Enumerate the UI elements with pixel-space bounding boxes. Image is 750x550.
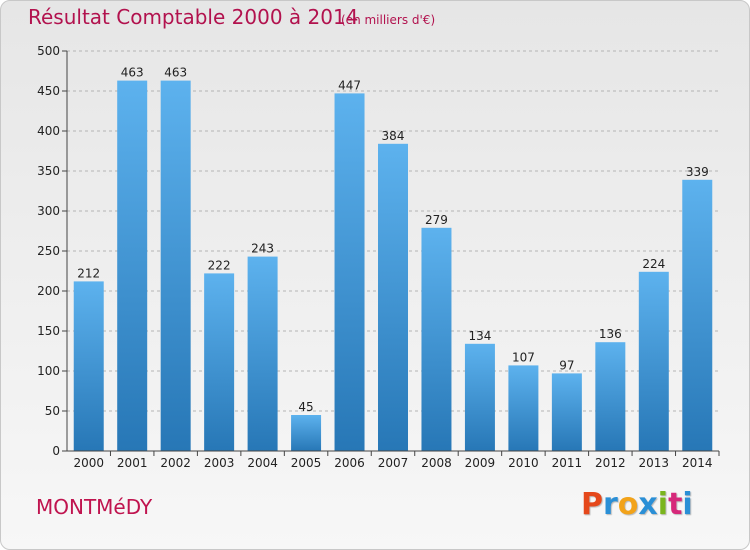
x-tick-label: 2006 <box>334 456 365 470</box>
value-label: 224 <box>642 257 665 271</box>
x-tick-label: 2012 <box>595 456 626 470</box>
y-tick-label: 0 <box>52 444 60 458</box>
x-tick-label: 2000 <box>73 456 104 470</box>
chart-title: Résultat Comptable 2000 à 2014 <box>28 5 359 29</box>
x-tick-label: 2007 <box>378 456 409 470</box>
y-tick-label: 100 <box>37 364 60 378</box>
value-label: 107 <box>512 350 535 364</box>
bar-2002 <box>160 80 191 451</box>
bar-2003 <box>204 273 235 451</box>
bar-2013 <box>638 271 669 451</box>
value-label: 222 <box>208 258 231 272</box>
x-tick-label: 2013 <box>639 456 670 470</box>
value-label: 212 <box>77 266 100 280</box>
x-tick-label: 2001 <box>117 456 148 470</box>
y-tick-label: 50 <box>45 404 60 418</box>
value-label: 447 <box>338 78 361 92</box>
logo-letter: o <box>617 487 639 522</box>
bar-2010 <box>508 365 539 451</box>
bar-2008 <box>421 227 452 451</box>
value-label: 339 <box>686 165 709 179</box>
value-label: 463 <box>164 66 187 80</box>
bar-2005 <box>291 415 322 451</box>
bar-2014 <box>682 179 713 452</box>
x-tick-label: 2003 <box>204 456 235 470</box>
x-tick-label: 2002 <box>160 456 191 470</box>
logo-letter: x <box>638 487 658 522</box>
axes: 0 50 100 150 200 250 300 350 400 450 500 2000 2001 20… <box>37 44 720 470</box>
value-label: 134 <box>468 329 491 343</box>
x-tick-label: 2005 <box>291 456 322 470</box>
value-label: 97 <box>559 358 574 372</box>
logo-letter: P <box>581 487 603 522</box>
value-label: 136 <box>599 327 622 341</box>
value-labels: 212 463 463 222 243 45 447 384 279 134 107 97 136 224… <box>77 66 708 414</box>
y-tick-label: 450 <box>37 84 60 98</box>
y-tick-label: 400 <box>37 124 60 138</box>
value-label: 384 <box>382 129 405 143</box>
x-tick-label: 2008 <box>421 456 452 470</box>
chart-subtitle: (en milliers d'€) <box>341 13 436 27</box>
x-tick-label: 2011 <box>552 456 583 470</box>
logo-letter: i <box>657 487 669 522</box>
bar-2007 <box>378 143 408 452</box>
bar-2004 <box>247 256 278 451</box>
bar-2009 <box>464 343 495 451</box>
logo-letter: r <box>603 487 618 522</box>
y-tick-label: 300 <box>37 204 60 218</box>
town-name: MONTMéDY <box>36 495 153 519</box>
logo-letter: t <box>668 487 683 522</box>
logo-letter: i <box>682 487 693 522</box>
y-tick-label: 200 <box>37 284 60 298</box>
bar-2012 <box>595 342 626 451</box>
x-tick-label: 2009 <box>465 456 496 470</box>
value-label: 463 <box>121 66 144 80</box>
bar-2011 <box>551 373 582 451</box>
bar-2006 <box>334 93 365 452</box>
y-tick-label: 250 <box>37 244 60 258</box>
x-tick-label: 2004 <box>247 456 278 470</box>
value-label: 279 <box>425 213 448 227</box>
proxiti-logo: Proxiti <box>581 487 693 522</box>
x-tick-label: 2014 <box>682 456 713 470</box>
bar-2001 <box>117 80 148 451</box>
y-tick-label: 500 <box>37 44 60 58</box>
value-label: 243 <box>251 242 274 256</box>
y-tick-label: 150 <box>37 324 60 338</box>
value-label: 45 <box>298 400 313 414</box>
y-tick-label: 350 <box>37 164 60 178</box>
x-tick-label: 2010 <box>508 456 539 470</box>
bars <box>73 80 713 452</box>
bar-2000 <box>73 281 104 451</box>
